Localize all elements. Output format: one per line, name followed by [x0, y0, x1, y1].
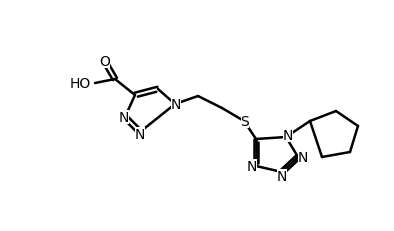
Text: N: N — [298, 150, 308, 164]
Text: N: N — [135, 128, 145, 141]
Text: N: N — [277, 169, 287, 183]
Text: O: O — [100, 55, 110, 69]
Text: S: S — [241, 115, 249, 128]
Text: N: N — [247, 159, 257, 173]
Text: N: N — [119, 110, 129, 125]
Text: N: N — [283, 128, 293, 142]
Text: N: N — [171, 97, 181, 112]
Text: HO: HO — [70, 77, 91, 91]
